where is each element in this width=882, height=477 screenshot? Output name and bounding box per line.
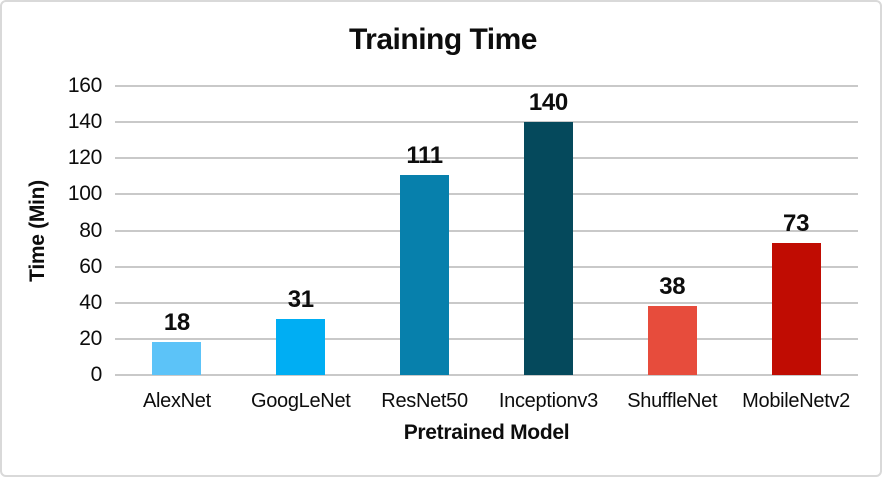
bar-alexnet: [152, 342, 202, 375]
bar-googlenet: [276, 319, 326, 375]
chart-title: Training Time: [349, 23, 538, 56]
x-tick-label-inceptionv3: Inceptionv3: [498, 390, 598, 412]
y-tick-label-0: 0: [90, 363, 103, 386]
gridline-y140: [115, 121, 858, 124]
gridline-y60: [115, 265, 858, 268]
x-tick-label-alexnet: AlexNet: [142, 390, 211, 412]
y-tick-label-160: 160: [67, 74, 102, 97]
y-tick-label-140: 140: [67, 110, 102, 134]
y-tick-label-40: 40: [79, 290, 102, 314]
bar-mobilenetv2: [771, 243, 821, 375]
gridline-y120: [115, 157, 858, 160]
y-tick-label-100: 100: [67, 182, 102, 206]
gridline-y160: [115, 85, 858, 87]
gridline-y80: [115, 229, 858, 232]
bar-value-resnet50: 111: [406, 141, 443, 169]
x-tick-label-resnet50: ResNet50: [381, 390, 468, 412]
y-tick-label-120: 120: [67, 146, 102, 170]
gridline-y20: [115, 337, 858, 340]
bar-shufflenet: [647, 306, 697, 375]
y-tick-label-80: 80: [79, 218, 102, 242]
x-tick-label-googlenet: GoogLeNet: [250, 390, 351, 412]
bar-value-googlenet: 31: [287, 286, 314, 313]
x-tick-label-shufflenet: ShuffleNet: [627, 390, 718, 412]
gridline-y0: [115, 374, 858, 376]
bar-resnet50: [400, 174, 450, 375]
bar-value-inceptionv3: 140: [528, 89, 568, 117]
gridline-y40: [115, 301, 858, 304]
bar-value-alexnet: 18: [163, 309, 190, 337]
y-tick-label-20: 20: [79, 326, 102, 350]
y-tick-label-60: 60: [79, 254, 102, 278]
bar-value-shufflenet: 38: [659, 273, 686, 301]
x-axis-title: Pretrained Model: [403, 421, 570, 444]
bar-inceptionv3: [523, 122, 573, 375]
bar-value-mobilenetv2: 73: [783, 210, 810, 238]
x-tick-label-mobilenetv2: MobileNetv2: [742, 390, 851, 412]
gridline-y100: [115, 193, 858, 196]
